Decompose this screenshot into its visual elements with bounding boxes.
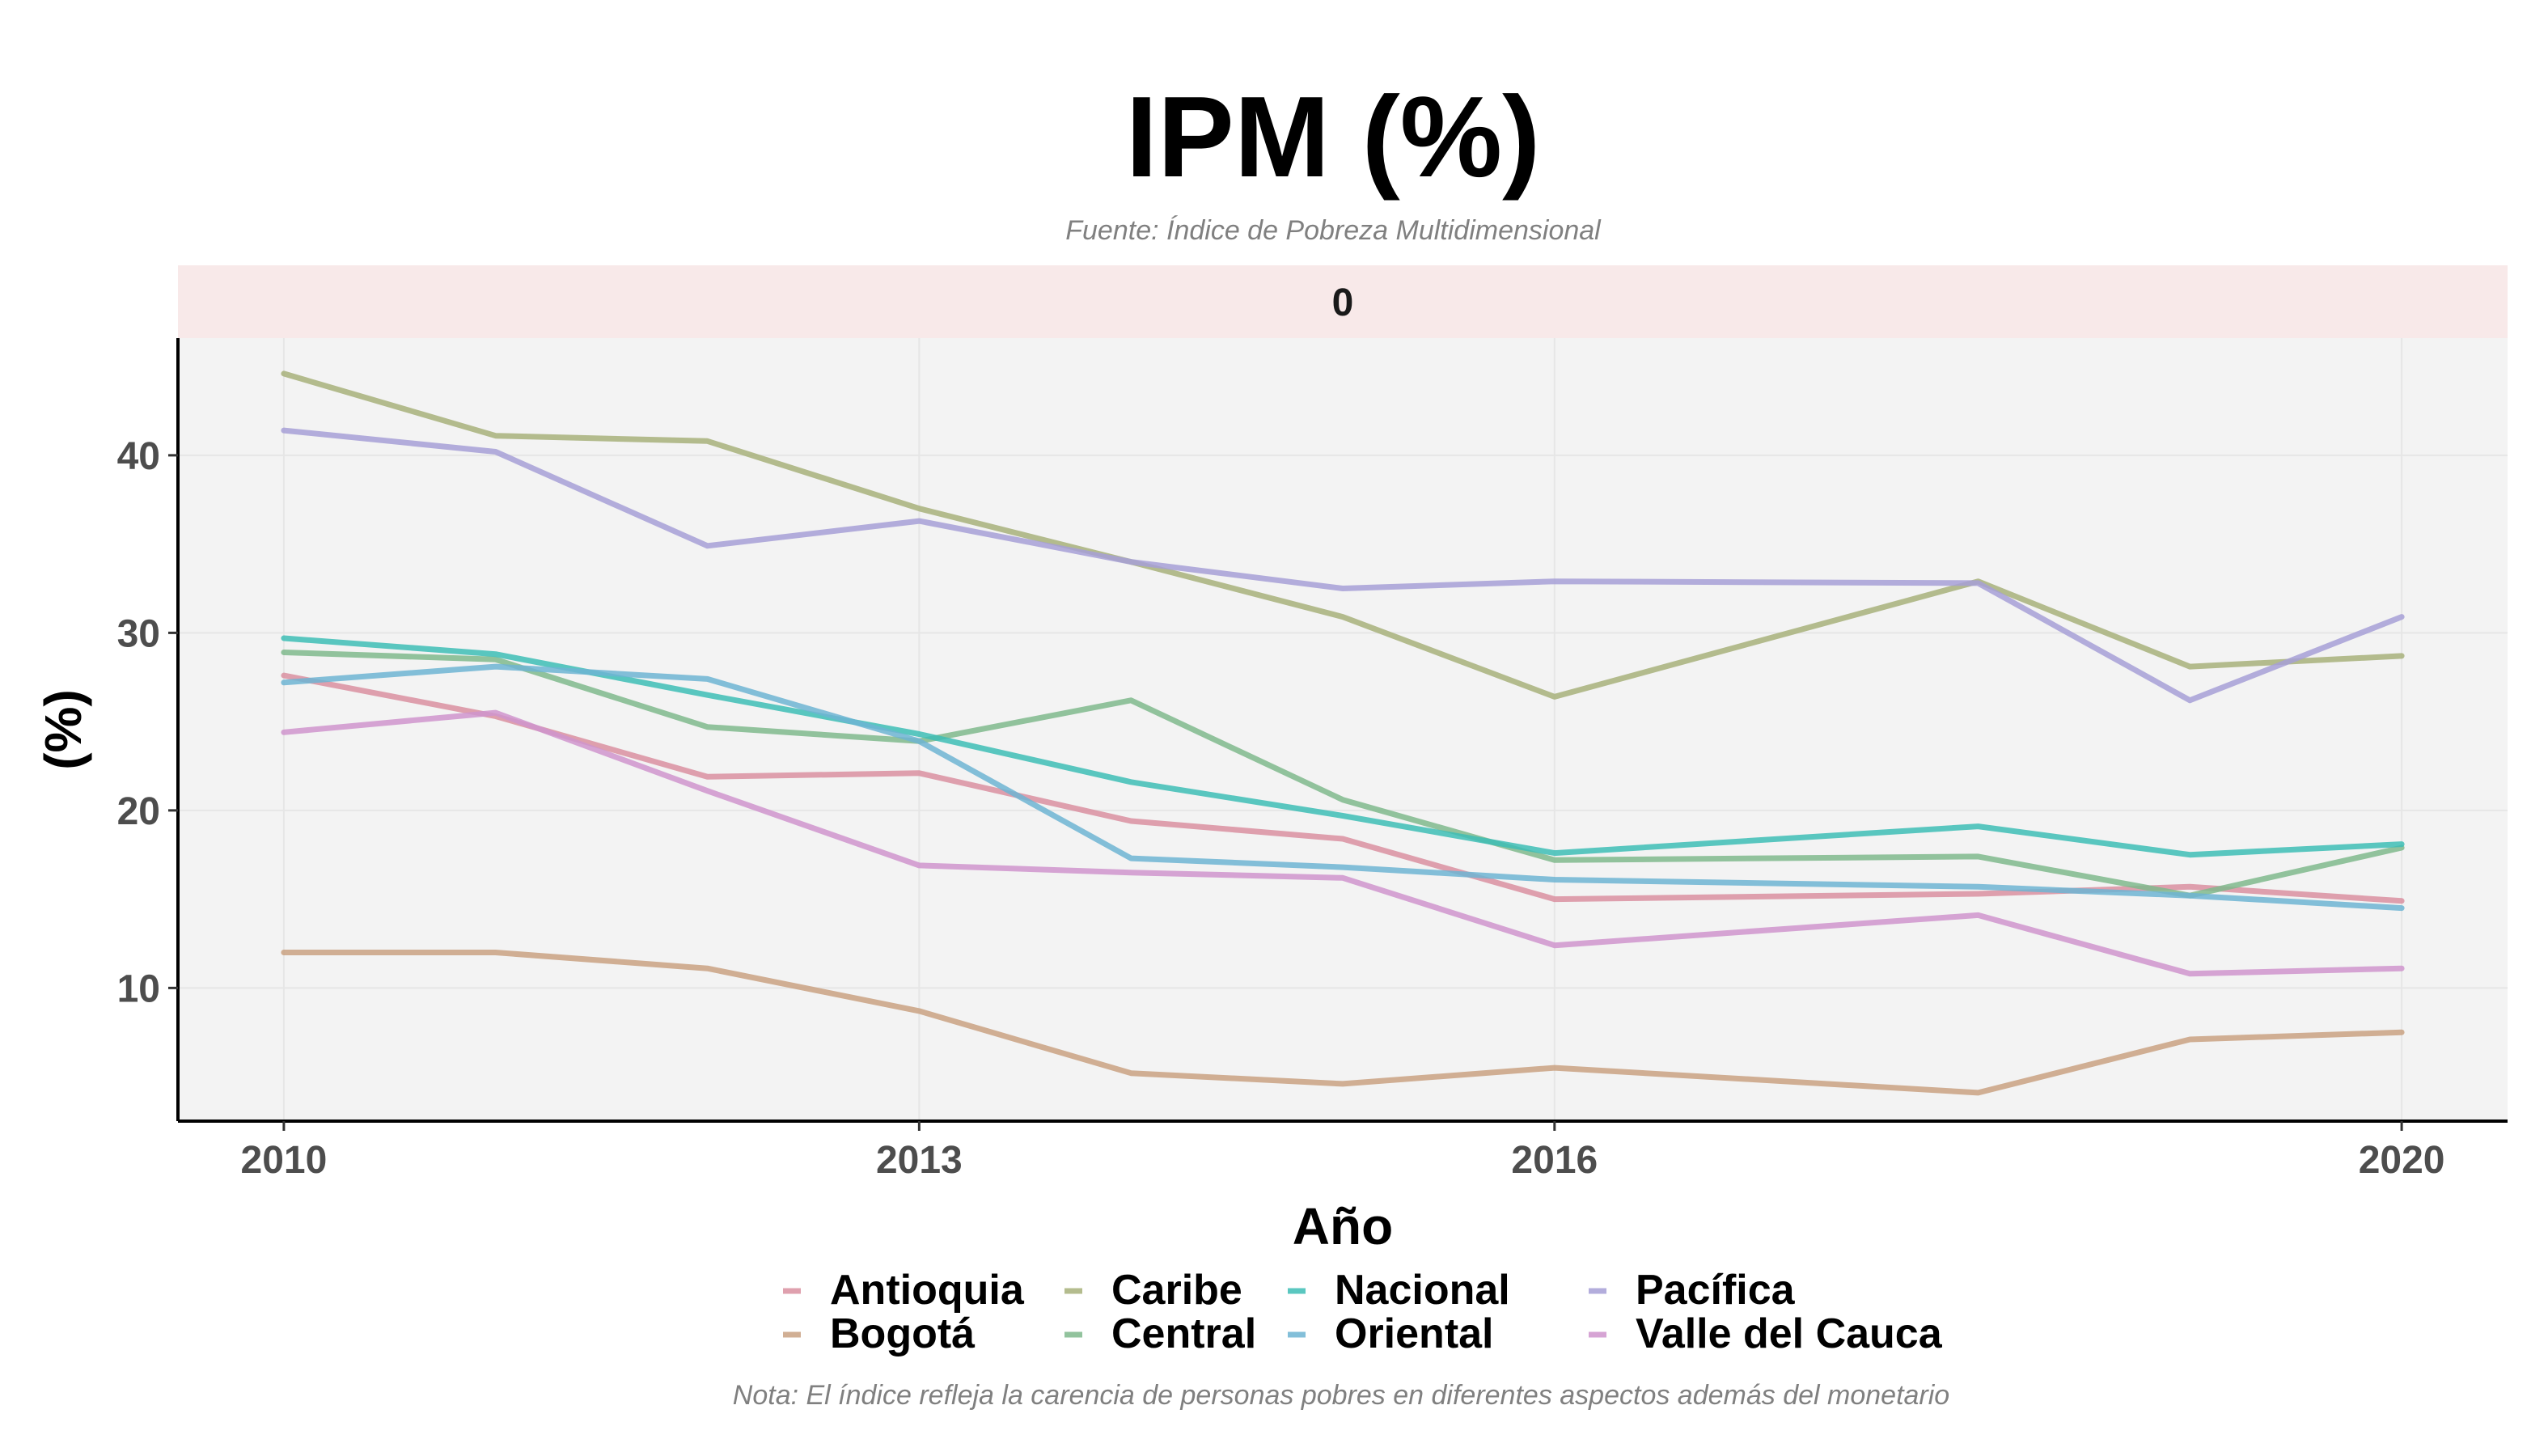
x-tick-label: 2020 bbox=[2359, 1139, 2445, 1182]
gridlines bbox=[178, 338, 2508, 1121]
facet-strip-label: 0 bbox=[1332, 281, 1354, 324]
legend-label: Nacional bbox=[1335, 1267, 1510, 1314]
legend-label: Central bbox=[1111, 1310, 1256, 1357]
series-lines bbox=[281, 370, 2405, 1096]
y-tick-label: 30 bbox=[117, 612, 160, 655]
x-tick-label: 2010 bbox=[241, 1139, 328, 1182]
y-axis-title: (%) bbox=[34, 689, 92, 770]
y-tick-label: 20 bbox=[117, 790, 160, 833]
series-line-pac-fica bbox=[281, 427, 2405, 704]
y-tick-label: 10 bbox=[117, 967, 160, 1010]
legend-label: Antioquia bbox=[830, 1267, 1025, 1314]
series-line-central bbox=[281, 650, 2405, 899]
facet-strip bbox=[178, 265, 2508, 338]
chart-subtitle: Fuente: Índice de Pobreza Multidimension… bbox=[1065, 215, 1602, 246]
x-axis-title: Año bbox=[1293, 1197, 1393, 1255]
legend-label: Valle del Cauca bbox=[1636, 1310, 1943, 1357]
legend-label: Caribe bbox=[1111, 1267, 1242, 1314]
y-tick-label: 40 bbox=[117, 435, 160, 478]
legend-label: Pacífica bbox=[1636, 1267, 1796, 1314]
plot-panel bbox=[178, 338, 2508, 1121]
legend-label: Bogotá bbox=[830, 1310, 976, 1357]
x-tick-label: 2016 bbox=[1511, 1139, 1598, 1182]
series-line-valle-del-cauca bbox=[281, 709, 2405, 977]
axis-ticks: 10 20 30 40 2010 2013 2016 2020 bbox=[117, 435, 2445, 1182]
chart-caption: Nota: El índice refleja la carencia de p… bbox=[733, 1380, 1949, 1411]
legend-label: Oriental bbox=[1335, 1310, 1494, 1357]
series-line-oriental bbox=[281, 663, 2405, 912]
series-line-caribe bbox=[281, 370, 2405, 700]
chart-title: IPM (%) bbox=[1126, 73, 1541, 201]
x-tick-label: 2013 bbox=[876, 1139, 963, 1182]
series-line-bogot- bbox=[281, 950, 2405, 1096]
